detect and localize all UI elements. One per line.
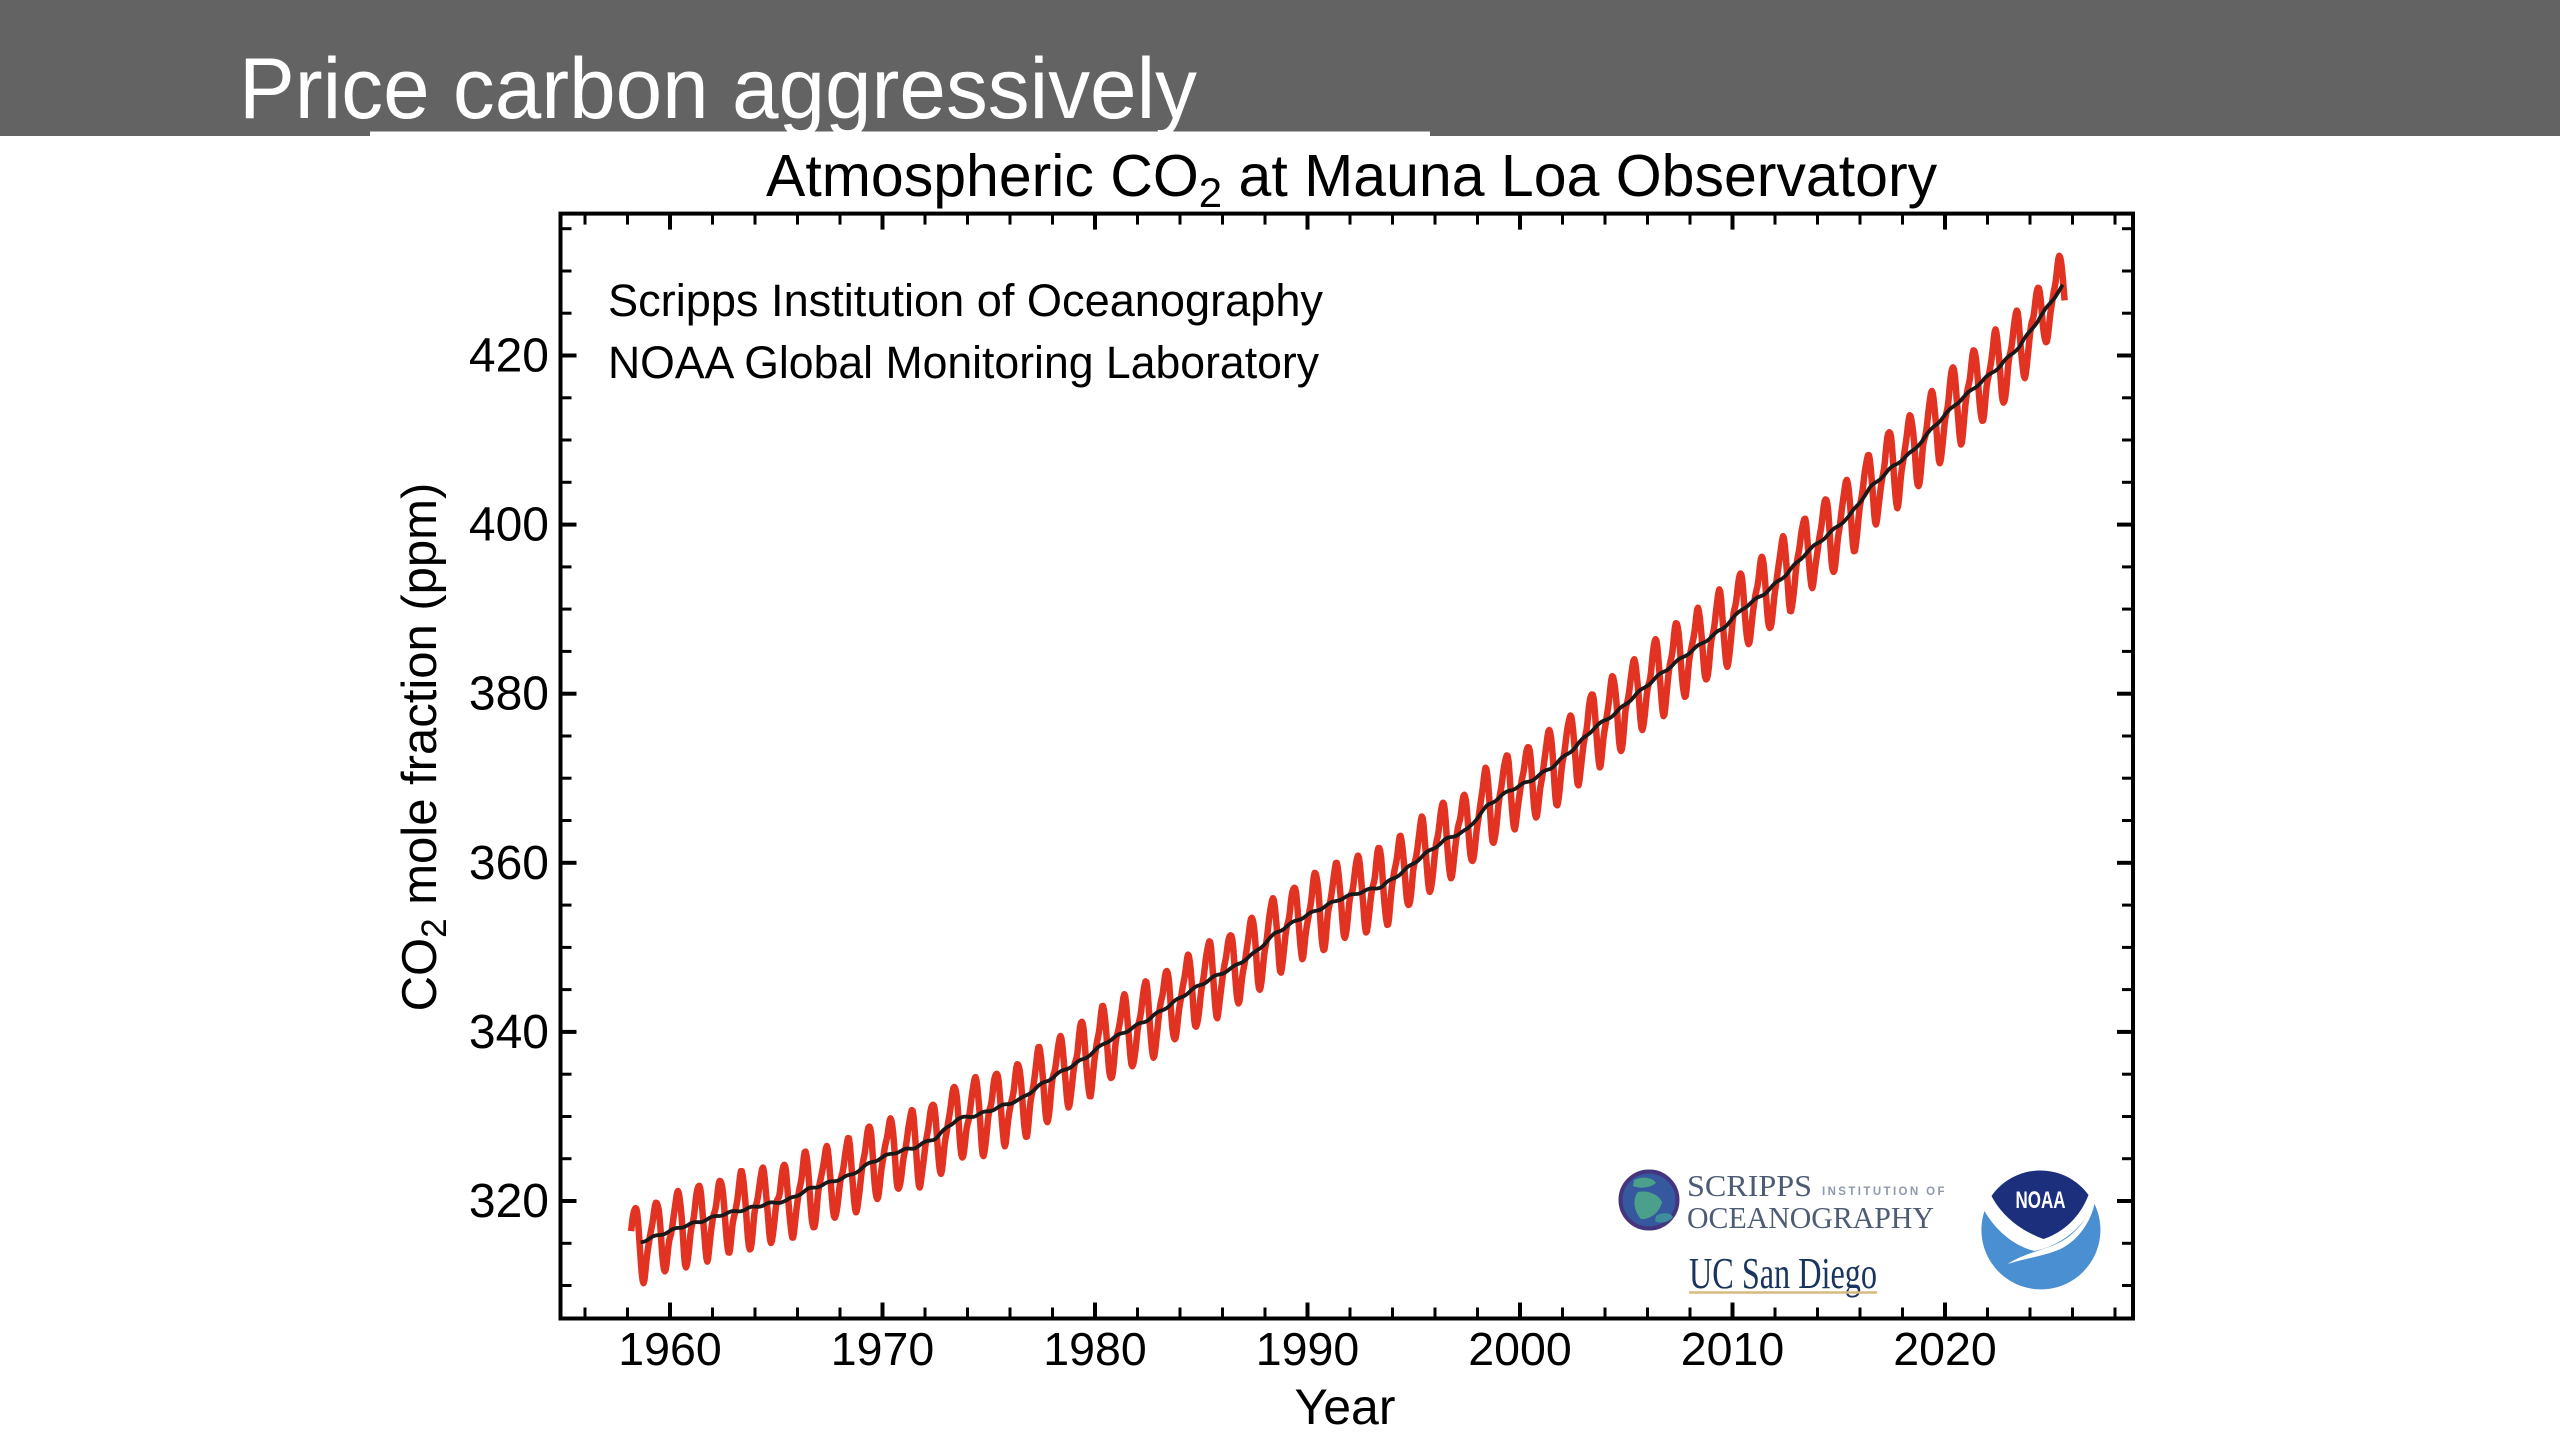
svg-text:1960: 1960 xyxy=(618,1323,721,1375)
svg-text:Atmospheric CO2 at Mauna Loa O: Atmospheric CO2 at Mauna Loa Observatory xyxy=(766,143,1938,216)
svg-text:2000: 2000 xyxy=(1468,1323,1571,1375)
svg-text:420: 420 xyxy=(469,330,549,383)
svg-text:2020: 2020 xyxy=(1893,1323,1996,1375)
svg-text:320: 320 xyxy=(469,1175,549,1228)
svg-text:UC San Diego: UC San Diego xyxy=(1689,1249,1877,1298)
svg-text:SCRIPPS: SCRIPPS xyxy=(1687,1168,1812,1203)
svg-text:OCEANOGRAPHY: OCEANOGRAPHY xyxy=(1687,1200,1934,1235)
svg-text:Scripps Institution of Oceanog: Scripps Institution of Oceanography xyxy=(608,275,1323,326)
svg-text:1980: 1980 xyxy=(1043,1323,1146,1375)
svg-text:2010: 2010 xyxy=(1681,1323,1784,1375)
svg-text:Year: Year xyxy=(1294,1379,1395,1435)
svg-text:INSTITUTION OF: INSTITUTION OF xyxy=(1822,1186,1947,1198)
svg-text:1970: 1970 xyxy=(831,1323,934,1375)
svg-text:Price carbon aggressively: Price carbon aggressively xyxy=(239,41,1197,137)
svg-text:360: 360 xyxy=(469,837,549,890)
svg-text:NOAA: NOAA xyxy=(2016,1187,2066,1214)
svg-text:NOAA Global Monitoring Laborat: NOAA Global Monitoring Laboratory xyxy=(608,337,1319,388)
svg-text:380: 380 xyxy=(469,668,549,721)
svg-text:340: 340 xyxy=(469,1006,549,1059)
svg-text:1990: 1990 xyxy=(1256,1323,1359,1375)
svg-text:CO2 mole fraction (ppm): CO2 mole fraction (ppm) xyxy=(393,483,454,1012)
svg-text:400: 400 xyxy=(469,499,549,552)
